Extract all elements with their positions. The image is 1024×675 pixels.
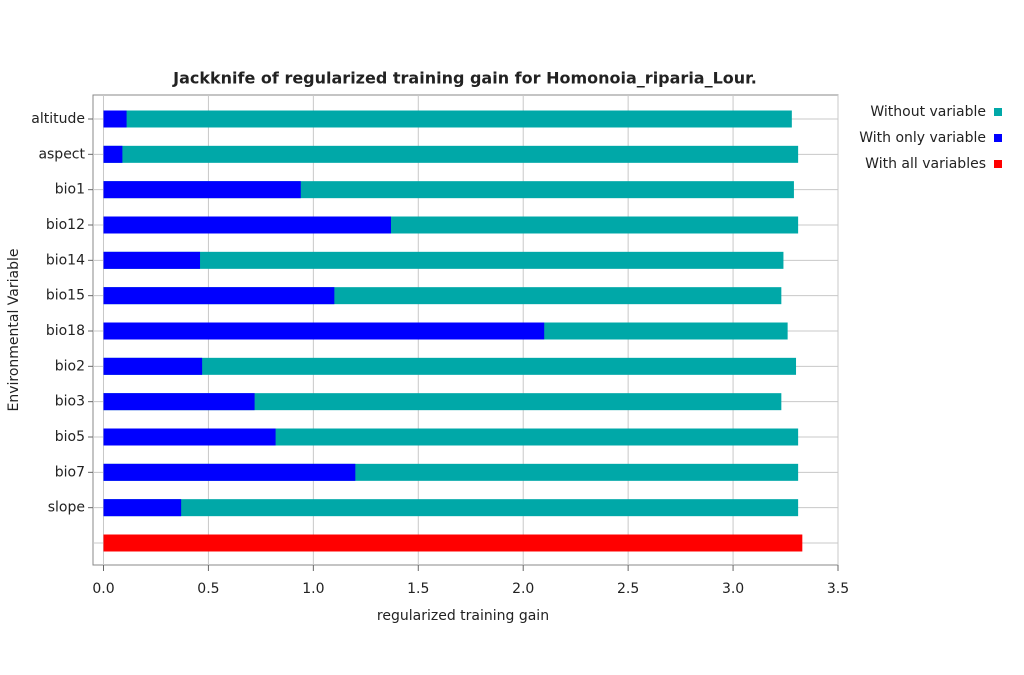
y-tick-label: slope [48, 500, 85, 516]
x-tick-label: 0.5 [197, 581, 219, 597]
y-tick-label: bio18 [46, 323, 85, 339]
x-tick-label: 2.0 [512, 581, 534, 597]
y-tick-label: bio15 [46, 288, 85, 304]
bar [103, 393, 255, 411]
legend-swatch [994, 108, 1002, 116]
bar [103, 145, 799, 163]
x-tick-label: 1.0 [302, 581, 324, 597]
bar [103, 145, 123, 163]
bar [103, 357, 203, 375]
bar [103, 251, 201, 269]
x-tick-label: 3.0 [722, 581, 744, 597]
y-tick-label: bio7 [55, 464, 85, 480]
y-tick-label: bio5 [55, 429, 85, 445]
y-tick-label: bio14 [46, 252, 85, 268]
chart-title: Jackknife of regularized training gain f… [172, 69, 757, 88]
x-tick-label: 3.5 [827, 581, 849, 597]
legend-label: With only variable [859, 130, 986, 146]
bar [103, 216, 392, 234]
bar [103, 499, 182, 517]
y-tick-label: bio3 [55, 394, 85, 410]
legend-label: Without variable [870, 104, 986, 120]
bar [103, 428, 276, 446]
bar [103, 393, 782, 411]
bar [103, 499, 799, 517]
y-axis-label: Environmental Variable [6, 249, 22, 412]
bar [103, 322, 545, 340]
bar [103, 357, 797, 375]
bar [103, 110, 127, 128]
x-tick-label: 2.5 [617, 581, 639, 597]
x-tick-label: 1.5 [407, 581, 429, 597]
bar [103, 181, 301, 199]
legend-label: With all variables [865, 156, 986, 172]
x-tick-label: 0.0 [92, 581, 114, 597]
y-tick-label: bio1 [55, 182, 85, 198]
bar [103, 463, 356, 481]
y-tick-label: bio12 [46, 217, 85, 233]
bar [103, 251, 784, 269]
legend-swatch [994, 134, 1002, 142]
bar [103, 287, 335, 305]
bar [103, 110, 792, 128]
y-tick-label: bio2 [55, 358, 85, 374]
x-axis-label: regularized training gain [377, 608, 549, 624]
bar [103, 534, 803, 552]
legend-swatch [994, 160, 1002, 168]
y-tick-label: altitude [31, 111, 85, 127]
y-tick-label: aspect [38, 146, 85, 162]
bar [103, 428, 799, 446]
